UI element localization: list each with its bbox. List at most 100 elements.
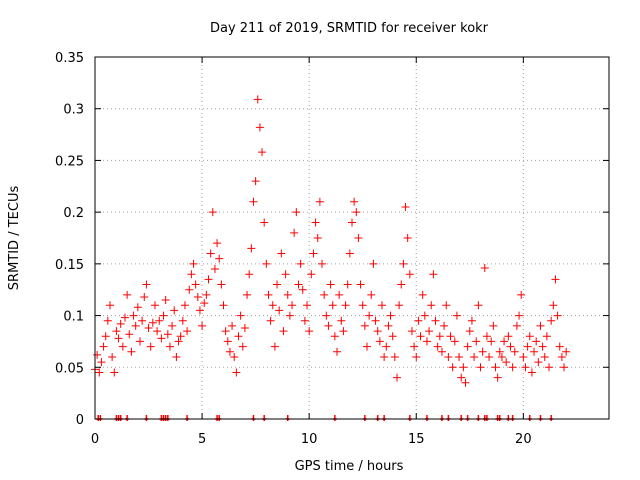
data-point (395, 301, 404, 310)
data-point (307, 270, 316, 279)
axis-ticks: 0 0.05 0.1 0.15 0.2 0.25 0.3 0.35 0 5 10 15 20 (55, 51, 609, 447)
data-point (260, 218, 269, 227)
data-point (476, 363, 485, 372)
data-point (467, 316, 476, 325)
data-point (273, 280, 282, 289)
data-point (125, 330, 134, 339)
data-point (198, 321, 207, 330)
data-point (472, 337, 481, 346)
data-point (247, 244, 256, 253)
data-point (555, 342, 564, 351)
y-tick-label: 0.1 (63, 310, 84, 325)
data-point (150, 301, 159, 310)
data-point (377, 301, 386, 310)
gap-marker (459, 415, 464, 421)
data-point (142, 280, 151, 289)
data-point (187, 270, 196, 279)
data-point (532, 337, 541, 346)
data-point (311, 218, 320, 227)
data-point (540, 352, 549, 361)
data-point (446, 332, 455, 341)
y-tick-label: 0.15 (55, 258, 84, 273)
data-point (542, 332, 551, 341)
data-point (489, 321, 498, 330)
data-point (140, 292, 149, 301)
gap-marker (185, 415, 190, 421)
y-tick-label: 0 (76, 413, 84, 428)
gap-marker (446, 415, 451, 421)
data-point (360, 321, 369, 330)
data-point (461, 378, 470, 387)
data-point (560, 363, 569, 372)
data-point (547, 316, 556, 325)
data-point (382, 342, 391, 351)
data-point (515, 311, 524, 320)
data-point (264, 290, 273, 299)
data-point (97, 358, 106, 367)
data-point (127, 347, 136, 356)
data-point (258, 148, 267, 157)
data-point (146, 342, 155, 351)
data-point (138, 316, 147, 325)
data-point (525, 332, 534, 341)
data-point (557, 352, 566, 361)
data-point (225, 347, 234, 356)
x-tick-label: 15 (408, 432, 425, 447)
data-point (452, 311, 461, 320)
data-point (129, 311, 138, 320)
data-point (294, 280, 303, 289)
data-point (103, 316, 112, 325)
data-point (251, 177, 260, 186)
data-point (163, 330, 172, 339)
gap-marker (362, 415, 367, 421)
data-point (195, 306, 204, 315)
gap-marker (439, 415, 444, 421)
data-point (230, 352, 239, 361)
data-point (228, 321, 237, 330)
data-point (493, 373, 502, 382)
data-point (538, 342, 547, 351)
data-point (112, 327, 121, 336)
data-point (367, 290, 376, 299)
data-point (510, 347, 519, 356)
data-point (153, 327, 162, 336)
data-point (296, 259, 305, 268)
data-point (495, 347, 504, 356)
data-point (189, 259, 198, 268)
data-point (243, 290, 252, 299)
gap-marker (382, 415, 387, 421)
data-point (236, 311, 245, 320)
data-point (345, 249, 354, 258)
data-point (354, 234, 363, 242)
data-point (506, 342, 515, 351)
data-point (99, 342, 108, 351)
data-point (512, 321, 521, 330)
data-point (487, 337, 496, 346)
data-point (429, 270, 438, 279)
x-axis-label: GPS time / hours (295, 459, 404, 474)
data-point (305, 327, 314, 336)
gap-marker (125, 415, 130, 421)
data-point (465, 327, 474, 336)
gap-marker (510, 415, 515, 421)
data-point (504, 332, 513, 341)
data-point (440, 321, 449, 330)
data-point (422, 337, 431, 346)
x-tick-label: 0 (91, 432, 99, 447)
data-point (371, 316, 380, 325)
data-point (352, 208, 361, 217)
data-point (281, 270, 290, 279)
gap-marker (538, 415, 543, 421)
gap-marker (375, 415, 380, 421)
data-point (444, 352, 453, 361)
data-point (266, 316, 275, 325)
plot-frame (94, 56, 610, 420)
gap-markers (96, 415, 554, 421)
gap-marker (549, 415, 554, 421)
data-point (442, 301, 451, 310)
data-point (161, 296, 170, 305)
data-point (101, 332, 110, 341)
data-point (403, 234, 412, 242)
data-point (202, 290, 211, 299)
